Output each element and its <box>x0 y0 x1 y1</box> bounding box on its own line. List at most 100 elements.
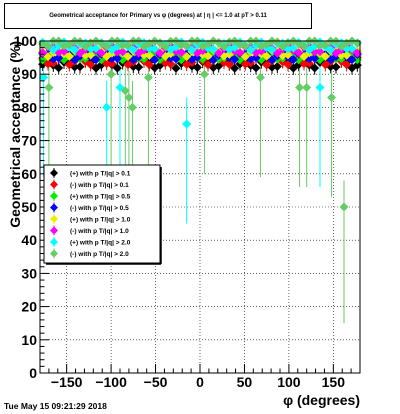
x-tick-label: 50 <box>237 374 253 390</box>
outlier-point <box>295 82 305 92</box>
data-point <box>283 50 293 60</box>
data-point <box>240 52 250 62</box>
data-point <box>59 46 69 56</box>
data-point <box>267 44 277 54</box>
data-point <box>182 59 192 69</box>
legend-label: (+) with p T/|q| > 2.0 <box>70 240 131 247</box>
data-point <box>214 37 224 47</box>
data-point <box>70 62 80 72</box>
data-point <box>43 59 53 69</box>
data-point <box>315 41 325 51</box>
data-point <box>54 41 64 51</box>
data-point <box>294 48 304 58</box>
data-point <box>272 37 282 47</box>
data-point <box>347 44 357 54</box>
y-tick-label: 20 <box>21 299 37 315</box>
x-tick-label: 100 <box>277 374 301 390</box>
y-tick-label: 50 <box>21 199 37 215</box>
legend-marker <box>50 203 58 212</box>
data-point <box>176 40 186 50</box>
data-point <box>96 48 106 58</box>
data-point <box>150 55 160 65</box>
data-point <box>102 59 112 69</box>
legend-label: (-) with p T/|q| > 0.1 <box>70 182 129 189</box>
data-points <box>38 36 362 212</box>
legend-marker <box>50 180 58 189</box>
data-point <box>320 51 330 61</box>
outlier-point <box>39 73 49 83</box>
data-point <box>54 53 64 63</box>
axis-ticks: −150 −100 −50 0 50 100 150 0 10 20 30 40 50 60 70 80 90 1… <box>14 33 361 390</box>
legend-marker <box>50 215 58 223</box>
data-point <box>64 51 74 61</box>
y-tick-label: 40 <box>21 232 37 248</box>
outlier-point <box>339 202 349 212</box>
legend-label: (+) with p T/|q| > 0.1 <box>70 171 131 178</box>
y-axis-label: Geometrical acceptance (%) <box>7 41 23 228</box>
data-point <box>75 37 85 47</box>
data-point <box>75 62 85 72</box>
legend-marker <box>50 226 58 235</box>
data-point <box>150 44 160 54</box>
data-point <box>112 63 122 73</box>
data-point <box>48 45 58 55</box>
data-point <box>230 54 240 64</box>
data-point <box>240 41 250 51</box>
data-point <box>118 40 128 50</box>
data-point <box>214 61 224 71</box>
data-point <box>219 42 229 52</box>
data-point <box>235 48 245 58</box>
data-point <box>347 55 357 65</box>
data-point <box>80 42 90 52</box>
legend-marker <box>50 249 58 258</box>
data-point <box>203 60 213 70</box>
data-point <box>272 61 282 71</box>
data-point <box>288 43 298 53</box>
legend-marker <box>50 169 58 177</box>
data-point <box>91 55 101 65</box>
data-point <box>192 63 202 73</box>
data-point <box>299 41 309 51</box>
data-point <box>299 59 309 69</box>
footer-timestamp: Tue May 15 09:21:29 2018 <box>4 401 107 411</box>
x-tick-label: −100 <box>95 374 127 390</box>
outlier-point <box>120 86 130 96</box>
data-point <box>187 45 197 55</box>
data-point <box>326 45 336 55</box>
y-tick-label: 90 <box>21 66 37 82</box>
data-point <box>134 62 144 72</box>
data-point <box>288 55 298 65</box>
data-point <box>182 41 192 51</box>
data-point <box>128 45 138 55</box>
data-point <box>54 63 64 73</box>
outlier-point <box>124 92 134 102</box>
outlier-point <box>302 82 312 92</box>
y-tick-label: 60 <box>21 166 37 182</box>
data-point <box>310 53 320 63</box>
y-tick-label: 10 <box>21 332 37 348</box>
outlier-point <box>327 92 337 102</box>
data-point <box>310 63 320 73</box>
chart-title-box: Geometrical acceptance for Primary vs φ … <box>4 3 312 29</box>
chart-title: Geometrical acceptance for Primary vs φ … <box>49 13 267 19</box>
legend-label: (-) with p T/|q| > 1.0 <box>70 228 129 235</box>
data-point <box>214 48 224 58</box>
legend-label: (+) with p T/|q| > 1.0 <box>70 217 131 224</box>
data-point <box>283 60 293 70</box>
x-tick-label: −150 <box>51 374 83 390</box>
data-point <box>342 60 352 70</box>
y-tick-label: 30 <box>21 265 37 281</box>
data-point <box>326 62 336 72</box>
data-point <box>118 47 128 57</box>
data-point <box>240 59 250 69</box>
data-point <box>272 48 282 58</box>
outlier-point <box>182 119 192 129</box>
data-point <box>91 43 101 53</box>
data-point <box>278 42 288 52</box>
y-tick-label: 0 <box>29 365 37 381</box>
data-point <box>155 48 165 58</box>
x-axis-label: φ (degrees) <box>283 392 360 408</box>
outlier-point <box>315 82 325 92</box>
data-point <box>86 50 96 60</box>
outlier-point <box>143 73 153 83</box>
